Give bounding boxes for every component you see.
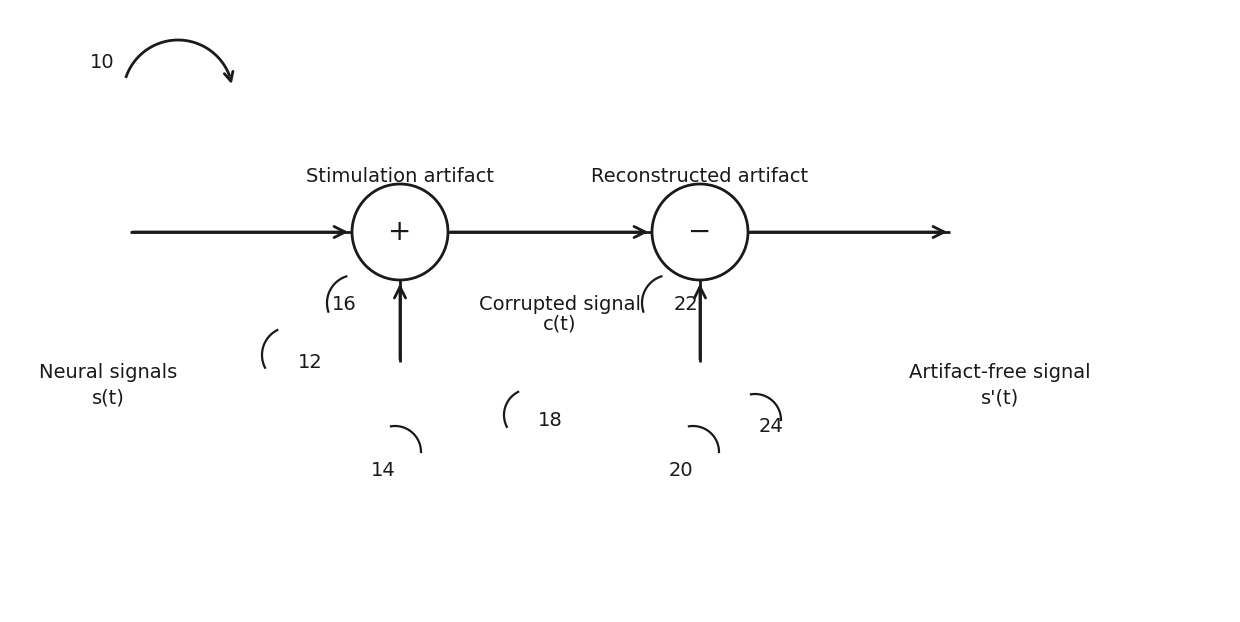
Text: 24: 24	[759, 417, 784, 435]
Text: a'(t): a'(t)	[680, 193, 720, 213]
Text: s'(t): s'(t)	[981, 389, 1019, 407]
Text: Stimulation artifact: Stimulation artifact	[306, 167, 494, 187]
Text: Corrupted signal: Corrupted signal	[479, 294, 641, 313]
Text: s(t): s(t)	[92, 389, 124, 407]
Text: 20: 20	[670, 460, 693, 480]
Text: 18: 18	[538, 412, 563, 430]
Text: 14: 14	[371, 460, 396, 480]
Circle shape	[352, 184, 448, 280]
Text: a(t): a(t)	[383, 193, 418, 213]
Text: −: −	[688, 218, 712, 246]
Text: 22: 22	[675, 295, 699, 315]
Text: Neural signals: Neural signals	[38, 363, 177, 381]
Text: c(t): c(t)	[543, 315, 577, 333]
Text: 12: 12	[298, 353, 322, 373]
Text: 16: 16	[332, 295, 357, 315]
Circle shape	[652, 184, 748, 280]
Text: Artifact-free signal: Artifact-free signal	[909, 363, 1091, 381]
Text: +: +	[388, 218, 412, 246]
Text: Reconstructed artifact: Reconstructed artifact	[591, 167, 808, 187]
Text: 10: 10	[91, 52, 114, 72]
